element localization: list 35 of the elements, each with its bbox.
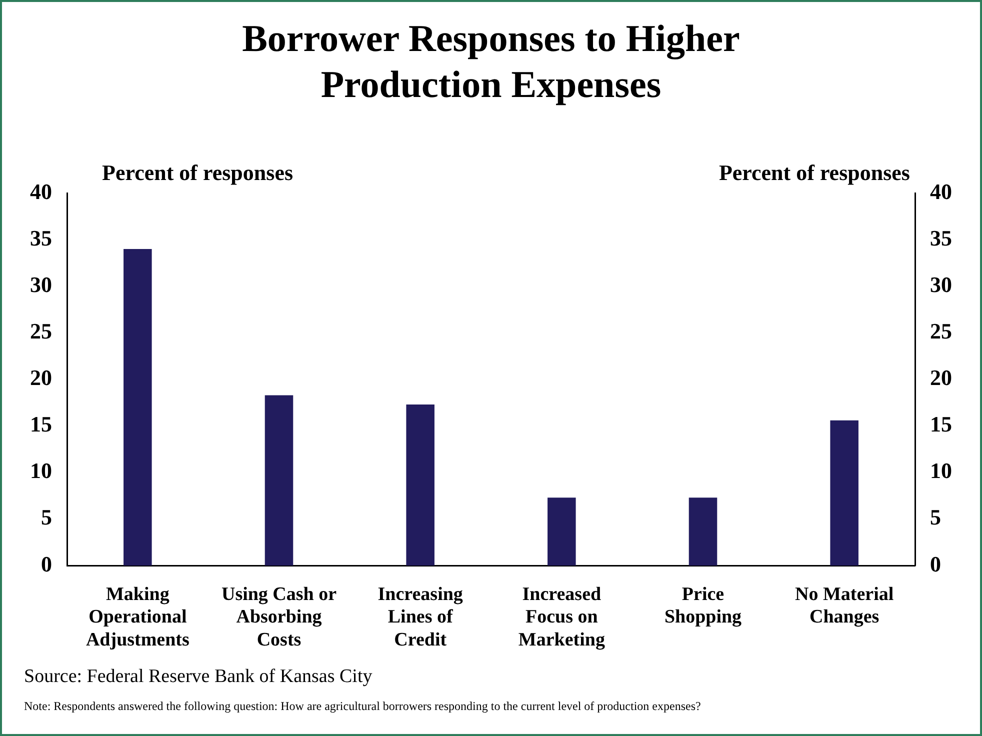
y-tick-label: 40 <box>30 178 52 204</box>
x-tick-label: Price Shopping <box>664 584 742 628</box>
y2-tick-label: 25 <box>930 318 952 344</box>
y-axis-title: Percent of responses <box>102 160 294 186</box>
bar <box>406 404 434 566</box>
y2-tick-label: 20 <box>930 365 952 390</box>
bar <box>124 249 152 566</box>
y-tick-label: 15 <box>30 412 52 437</box>
y-tick-label: 20 <box>30 365 52 390</box>
y-tick-label: 35 <box>30 225 52 250</box>
y2-tick-label: 0 <box>930 551 941 576</box>
y-tick-label: 0 <box>41 551 52 576</box>
source-note: Source: Federal Reserve Bank of Kansas City <box>24 666 372 688</box>
y-tick-label: 5 <box>41 504 52 530</box>
bar <box>264 395 294 566</box>
y-tick-label: 25 <box>30 318 52 344</box>
y2-tick-label: 35 <box>930 225 952 250</box>
y2-tick-label: 10 <box>930 458 952 484</box>
chart-title: Borrower Responses to Higher Production Expenses <box>241 17 741 108</box>
x-tick-label: No Material Changes <box>795 584 894 628</box>
y2-tick-label: 5 <box>930 504 941 530</box>
bar <box>548 498 576 566</box>
x-tick-label: Using Cash or Absorbing Costs <box>221 584 338 651</box>
y2-tick-label: 30 <box>930 272 952 297</box>
y-tick-label: 10 <box>30 458 52 484</box>
x-tick-label: Increasing Lines of Credit <box>378 584 464 651</box>
bar <box>830 420 858 566</box>
x-tick-label: Making Operational Adjustments <box>86 584 190 651</box>
y2-axis-title: Percent of responses <box>718 160 910 186</box>
text: Note: Respondents answered the following question: How are agricultural borrowers responding to the current level of production expenses? <box>24 699 701 714</box>
y-tick-label: 30 <box>30 272 52 297</box>
x-tick-label: Increased Focus on Marketing <box>518 584 606 651</box>
y2-tick-label: 15 <box>930 412 952 437</box>
y2-tick-label: 40 <box>930 178 952 204</box>
bar <box>688 498 718 566</box>
